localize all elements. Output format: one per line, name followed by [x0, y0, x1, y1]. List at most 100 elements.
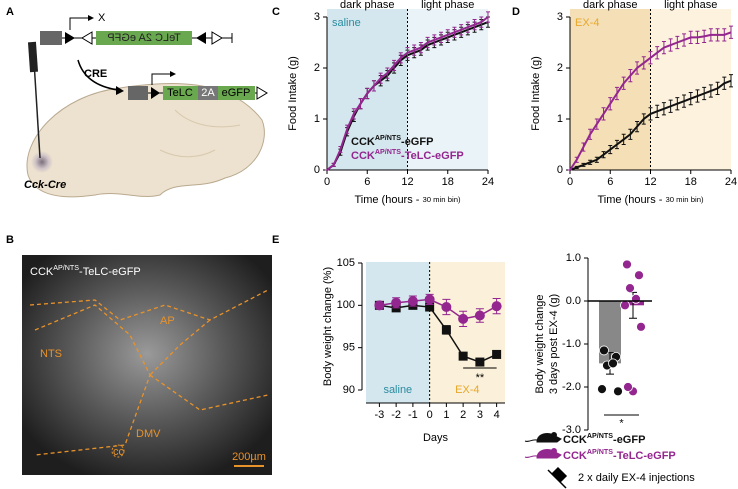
x-tick-label: 3 [477, 409, 483, 421]
syringe-body [27, 41, 39, 73]
legend-note: 2 x daily EX-4 injections [578, 472, 695, 484]
data-point [475, 357, 485, 367]
blocked-label: X [98, 12, 106, 24]
x-tick-label: 12 [401, 176, 413, 188]
data-point [622, 259, 632, 270]
error-bar [715, 28, 720, 42]
x-tick-label: -3 [375, 409, 385, 421]
micrograph-title-part: AP/NTS [53, 264, 79, 272]
error-bar [729, 25, 733, 39]
x-axis-label: Time (hours - 30 min bin) [597, 194, 704, 206]
significance-label: * [619, 417, 624, 429]
x-axis-label-part: 30 min bin) [666, 195, 704, 204]
y-tick-label: 105 [337, 257, 355, 269]
x-tick-label: 18 [442, 176, 454, 188]
error-bar [581, 162, 586, 167]
legend-entry: CCKAP/NTS-eGFP [563, 432, 645, 446]
error-bar [655, 46, 660, 60]
data-point [636, 321, 646, 332]
micrograph: AP NTS DMV cc 200µm [22, 255, 272, 475]
data-point [613, 386, 623, 397]
x-tick-label: 2 [460, 409, 466, 421]
x-tick-label: -1 [408, 409, 418, 421]
arrow-head [170, 71, 176, 77]
error-bar [682, 94, 687, 108]
error-bar [621, 76, 626, 90]
region-label: light phase [421, 0, 474, 11]
panel-letter: E [272, 234, 279, 246]
data-point [441, 302, 452, 313]
legend-entry: CCKAP/NTS-TeLC-eGFP [563, 448, 676, 462]
micrograph-title-part: -TeLC-eGFP [79, 266, 141, 278]
lox2272 [81, 31, 93, 45]
error-bar [648, 107, 653, 121]
error-bar [459, 24, 464, 36]
lox2272 [211, 31, 223, 45]
region-label: dark phase [340, 0, 394, 11]
legend-entry-part: CCK [351, 150, 375, 162]
micrograph-title: CCKAP/NTS-TeLC-eGFP [30, 264, 141, 278]
x-tick-label: 4 [494, 409, 500, 421]
construct-diagram: TeLC 2A eGFP X CRE TeLC 2A eGFP Cck-Cre [24, 12, 268, 198]
error-bar [345, 124, 350, 134]
x-axis-label: Days [423, 432, 449, 444]
error-bar [398, 52, 403, 64]
error-bar [729, 74, 733, 88]
phase-region [366, 262, 430, 403]
data-point [458, 351, 468, 361]
panel-letter: D [512, 6, 520, 18]
data-point [458, 313, 469, 324]
micrograph-title-part: CCK [30, 266, 54, 278]
error-bar [365, 87, 370, 100]
promoter [128, 86, 148, 100]
x-tick-label: 18 [685, 176, 697, 188]
x-tick-label: 24 [725, 176, 737, 188]
brain-outline [26, 82, 265, 198]
data-point [441, 325, 451, 335]
x-axis-label-part: 30 min bin) [423, 195, 461, 204]
error-bar [425, 36, 430, 49]
error-bar [688, 91, 693, 106]
panel-letter: C [272, 6, 280, 18]
x-tick-label: 24 [482, 176, 494, 188]
error-bar [702, 86, 707, 101]
error-bar [405, 47, 410, 59]
error-bar [439, 31, 444, 43]
error-bar [708, 28, 713, 42]
y-tick-label: 2 [557, 62, 563, 74]
panel-letter: A [6, 6, 14, 18]
error-bar [472, 19, 477, 31]
micrograph-image [22, 255, 272, 475]
error-bar [695, 30, 700, 45]
condition-label: EX-4 [575, 17, 599, 29]
legend-entry-part: AP/NTS [587, 432, 613, 440]
error-bar [722, 76, 727, 90]
x-tick-label: 12 [644, 176, 656, 188]
y-tick-label: -2.0 [562, 381, 581, 393]
y-tick-label: 0 [314, 164, 320, 176]
error-bar [628, 69, 633, 83]
region-label: EX-4 [455, 384, 479, 396]
x-tick-label: 0 [567, 176, 573, 188]
y-tick-label: 0 [557, 164, 563, 176]
scale-bar-label: 200µm [232, 451, 266, 463]
y-axis-label: Body weight change [534, 294, 546, 393]
error-bar [581, 142, 586, 152]
mouse-line: Cck-Cre [24, 179, 66, 191]
error-bar [588, 159, 593, 165]
data-point [634, 270, 644, 281]
y-tick-label: 1.0 [566, 252, 581, 264]
injection-site [31, 151, 53, 173]
x-tick-label: 0 [427, 409, 433, 421]
data-point [597, 384, 607, 395]
error-bar [351, 108, 356, 120]
data-point [474, 310, 485, 321]
arrow-head [88, 15, 94, 21]
promoter [40, 31, 62, 45]
region-label: light phase [664, 0, 717, 11]
y-axis-label: Body weight change (%) [322, 267, 334, 386]
legend-entry-part: CCK [351, 136, 375, 148]
data-point [631, 293, 641, 304]
error-bar [588, 128, 593, 140]
